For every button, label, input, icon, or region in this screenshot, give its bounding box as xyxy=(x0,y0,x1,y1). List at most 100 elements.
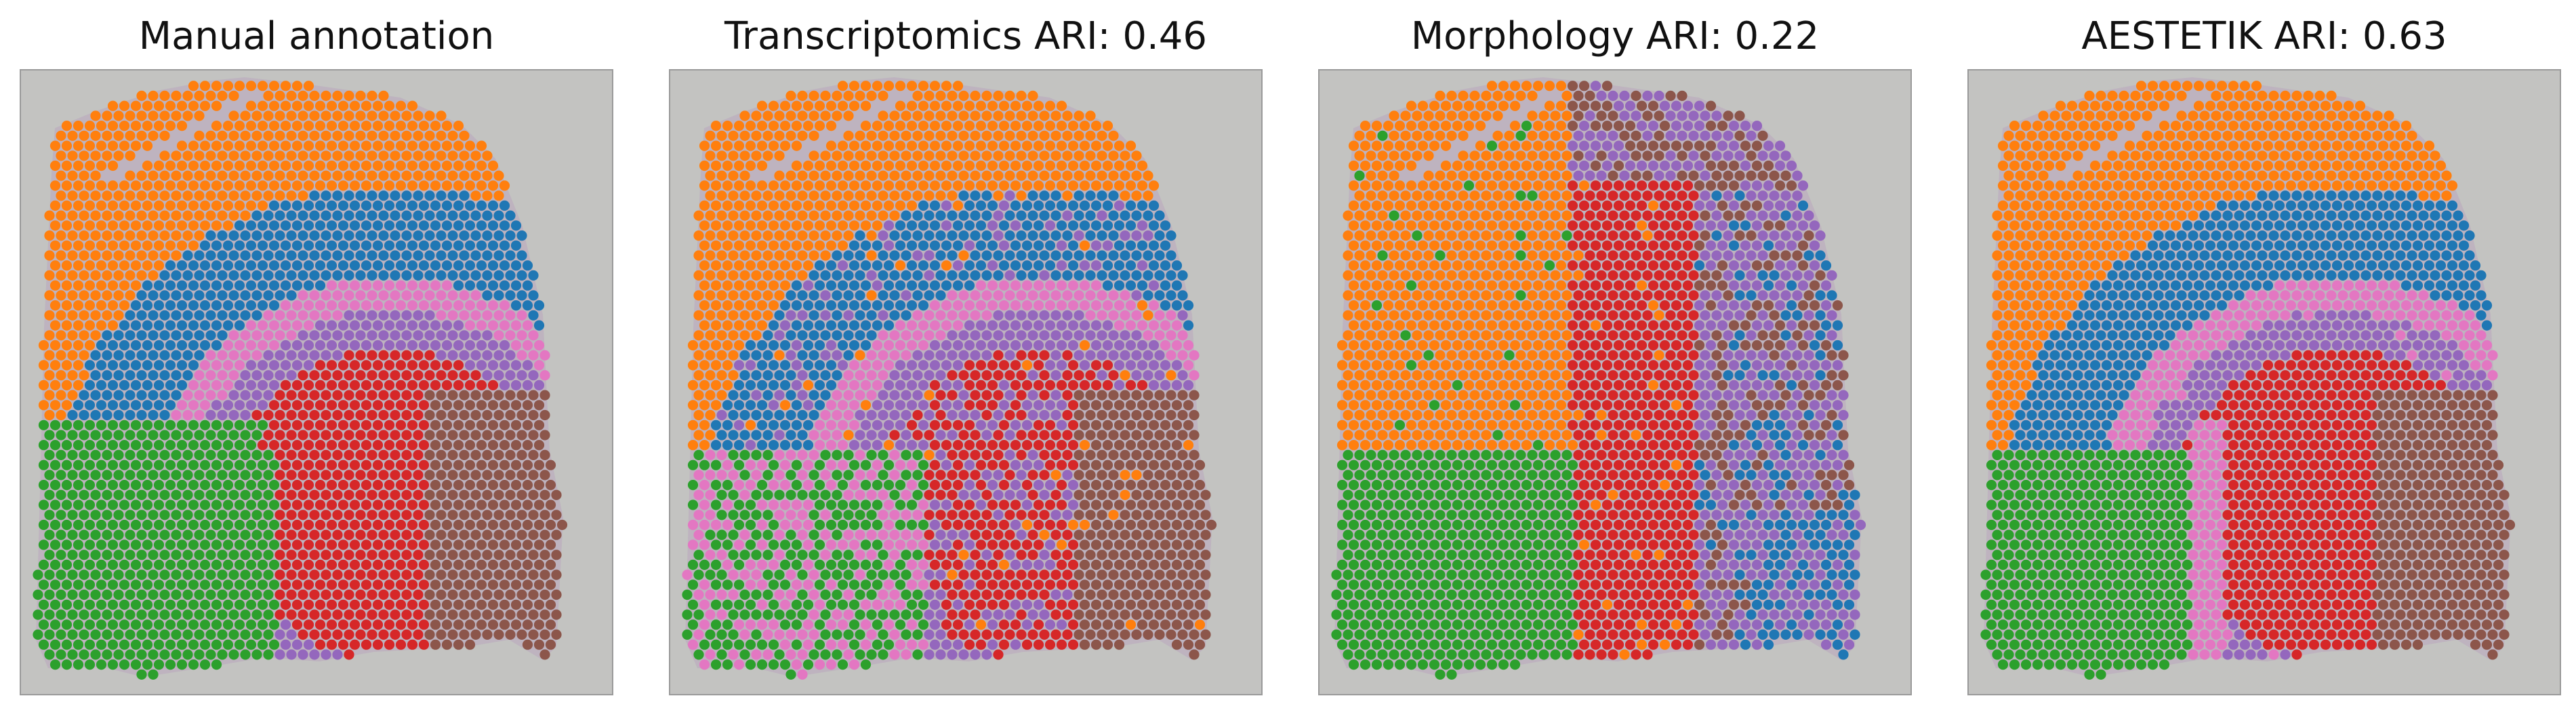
spot xyxy=(228,649,239,660)
spot xyxy=(61,121,73,131)
spot xyxy=(153,559,165,571)
spot xyxy=(355,270,366,281)
spot xyxy=(1113,459,1125,470)
spot xyxy=(906,320,918,331)
spot xyxy=(505,250,516,261)
spot xyxy=(1016,130,1027,141)
spot xyxy=(378,110,389,121)
spot xyxy=(194,589,205,600)
spot xyxy=(728,569,739,580)
spot xyxy=(791,220,802,231)
spot xyxy=(699,599,710,610)
spot xyxy=(1189,489,1200,500)
spot xyxy=(935,170,946,181)
spot xyxy=(263,210,274,221)
spot xyxy=(528,489,539,500)
spot xyxy=(499,260,510,271)
spot xyxy=(728,649,739,660)
spot xyxy=(1171,499,1183,510)
spot xyxy=(814,100,825,111)
spot xyxy=(44,449,55,461)
spot xyxy=(710,659,722,670)
spot xyxy=(710,280,722,291)
spot xyxy=(61,599,73,610)
spot xyxy=(901,629,912,640)
spot xyxy=(935,609,946,620)
spot xyxy=(90,150,101,161)
spot xyxy=(1102,440,1113,451)
spot xyxy=(90,449,101,461)
spot xyxy=(889,130,900,141)
spot xyxy=(96,400,107,411)
spot xyxy=(705,370,716,381)
spot xyxy=(906,140,918,151)
spot xyxy=(384,280,395,291)
spot xyxy=(303,420,314,430)
spot xyxy=(470,409,481,421)
spot xyxy=(338,180,349,191)
spot xyxy=(1648,100,1659,111)
spot xyxy=(67,489,78,500)
spot xyxy=(291,559,303,571)
spot xyxy=(860,360,872,371)
spot xyxy=(222,240,234,251)
spot xyxy=(1108,489,1119,500)
spot xyxy=(1125,180,1137,191)
spot xyxy=(355,130,366,141)
spot xyxy=(1004,270,1015,281)
spot xyxy=(1492,130,1503,141)
spot xyxy=(165,400,176,411)
spot xyxy=(895,240,906,251)
spot xyxy=(424,390,435,401)
spot xyxy=(1189,629,1200,640)
spot xyxy=(464,160,476,171)
spot xyxy=(860,480,872,491)
spot xyxy=(510,619,522,630)
spot xyxy=(1027,569,1038,580)
spot xyxy=(901,550,912,560)
spot xyxy=(142,380,153,390)
spot xyxy=(165,519,176,531)
spot xyxy=(211,180,222,191)
spot xyxy=(38,420,49,430)
spot xyxy=(413,609,424,620)
spot xyxy=(476,480,487,491)
spot xyxy=(499,599,510,610)
spot xyxy=(762,589,773,600)
spot xyxy=(176,579,188,590)
spot xyxy=(964,160,975,171)
spot xyxy=(1056,220,1067,231)
spot xyxy=(878,150,888,161)
spot xyxy=(390,609,401,620)
spot xyxy=(797,350,808,361)
spot xyxy=(130,260,142,271)
spot xyxy=(159,290,170,301)
spot xyxy=(1154,529,1165,540)
spot xyxy=(1113,639,1125,650)
spot xyxy=(768,440,779,451)
spot xyxy=(1160,499,1171,510)
spot xyxy=(1074,210,1084,221)
spot xyxy=(90,370,101,381)
spot xyxy=(1171,360,1183,371)
spot xyxy=(234,220,245,231)
spot xyxy=(395,559,407,571)
spot xyxy=(935,529,946,540)
spot xyxy=(430,519,441,531)
spot xyxy=(125,130,136,141)
spot xyxy=(1521,140,1532,151)
spot xyxy=(1125,140,1137,151)
spot xyxy=(1723,130,1734,141)
spot xyxy=(849,519,860,531)
spot xyxy=(1021,639,1033,650)
spot xyxy=(384,220,395,231)
spot xyxy=(447,250,458,261)
spot xyxy=(338,559,349,571)
spot xyxy=(837,240,849,251)
spot xyxy=(1079,400,1090,411)
spot xyxy=(1636,100,1648,111)
spot xyxy=(929,400,941,411)
spot xyxy=(1154,370,1165,381)
spot xyxy=(240,290,251,301)
spot xyxy=(332,550,343,560)
